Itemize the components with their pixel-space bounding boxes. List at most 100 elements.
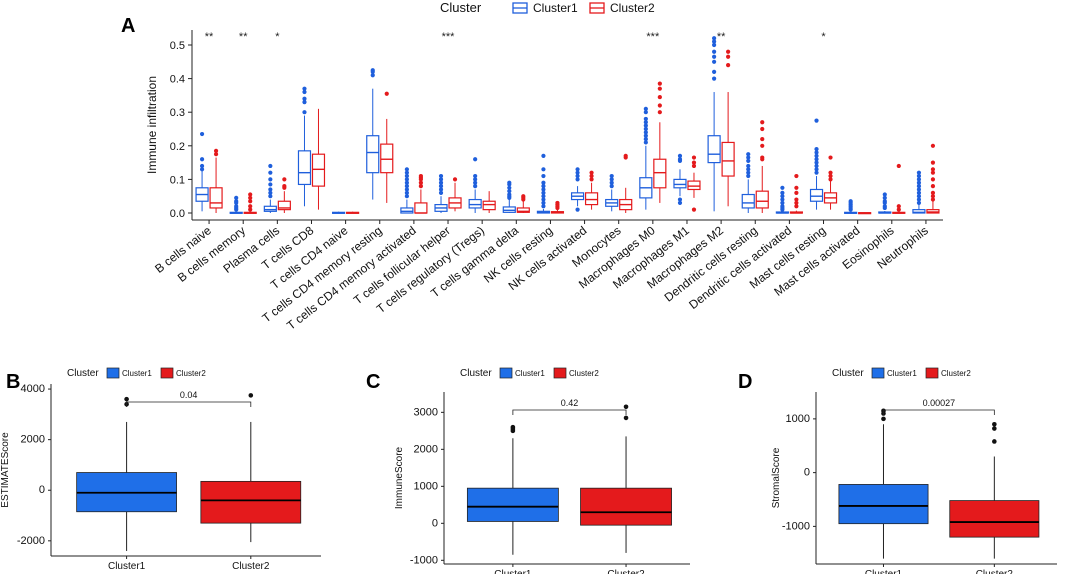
box-iqr bbox=[209, 187, 223, 209]
y-tick-label: -1000 bbox=[410, 554, 438, 566]
box-iqr bbox=[200, 480, 302, 524]
outlier-point bbox=[473, 180, 478, 185]
pvalue-label: 0.04 bbox=[180, 390, 198, 400]
outlier-point bbox=[930, 160, 936, 165]
outlier-point bbox=[473, 177, 478, 182]
outlier-point bbox=[814, 167, 819, 172]
outlier-point bbox=[828, 177, 833, 182]
outlier-point bbox=[916, 187, 922, 192]
significance-marker-plasma-cells: * bbox=[275, 31, 280, 43]
outlier-point bbox=[507, 182, 512, 187]
outlier-point bbox=[575, 173, 580, 179]
outlier-point bbox=[609, 180, 614, 185]
x-tick-label-cluster2: Cluster2 bbox=[607, 569, 645, 574]
outlier-point bbox=[248, 204, 253, 209]
outlier-point bbox=[712, 54, 717, 59]
outlier-point bbox=[384, 91, 389, 96]
box-iqr bbox=[838, 484, 929, 525]
outlier-point bbox=[589, 173, 594, 179]
outlier-point bbox=[541, 184, 546, 189]
outlier-point bbox=[438, 187, 444, 192]
y-tick-label: 0.5 bbox=[170, 40, 185, 52]
significance-marker-b-cells-naive: ** bbox=[205, 31, 214, 43]
outlier-point bbox=[234, 195, 239, 200]
box-cluster1 bbox=[838, 408, 929, 559]
outlier-point bbox=[623, 404, 629, 410]
box-cluster1-t-cells-cd4-memory-resting bbox=[366, 88, 380, 200]
outlier-point bbox=[916, 177, 922, 182]
box-iqr bbox=[400, 207, 414, 214]
outlier-point bbox=[916, 180, 922, 185]
outlier-point bbox=[575, 170, 580, 175]
box-cluster1-b-cells-naive bbox=[195, 171, 209, 212]
box-iqr bbox=[949, 500, 1040, 538]
box-cluster1-t-cells-regulatory-tregs bbox=[468, 189, 482, 213]
box-cluster1-macrophages-m1 bbox=[673, 169, 687, 197]
outlier-point bbox=[828, 155, 833, 160]
outlier-point bbox=[418, 184, 423, 189]
outlier-point bbox=[712, 42, 717, 48]
outlier-point bbox=[657, 86, 662, 91]
outlier-point bbox=[691, 163, 697, 169]
outlier-point bbox=[848, 207, 853, 212]
legend-swatch-cluster2 bbox=[553, 367, 567, 379]
legend-label-cluster1: Cluster1 bbox=[887, 369, 917, 378]
outlier-point bbox=[418, 177, 423, 182]
pvalue-label: 0.42 bbox=[561, 398, 579, 408]
outlier-point bbox=[643, 110, 648, 115]
outlier-point bbox=[302, 100, 307, 105]
outlier-point bbox=[541, 153, 546, 158]
box-cluster2 bbox=[200, 393, 302, 543]
outlier-point bbox=[916, 173, 922, 179]
x-tick-label-cluster1: Cluster1 bbox=[494, 569, 532, 574]
box-cluster2-neutrophils bbox=[926, 201, 940, 214]
box-cluster1-t-cells-cd8 bbox=[297, 115, 312, 207]
y-tick-label: 0.4 bbox=[170, 74, 185, 86]
outlier-point bbox=[677, 200, 683, 206]
outlier-point bbox=[657, 103, 662, 108]
outlier-point bbox=[541, 200, 546, 206]
outlier-point bbox=[992, 421, 997, 427]
legend-title: Cluster bbox=[832, 368, 864, 379]
legend-swatch-cluster1 bbox=[871, 367, 885, 379]
significance-marker-mast-cells-resting: * bbox=[821, 31, 826, 43]
outlier-point bbox=[302, 86, 307, 91]
x-tick-label-cluster1: Cluster1 bbox=[865, 569, 903, 574]
y-tick-label: 3000 bbox=[414, 406, 438, 418]
outlier-point bbox=[213, 152, 219, 157]
outlier-point bbox=[370, 73, 375, 78]
y-tick-label: 1000 bbox=[786, 413, 810, 425]
outlier-point bbox=[268, 163, 273, 169]
significance-marker-macrophages-m0: *** bbox=[646, 31, 660, 43]
outlier-point bbox=[726, 63, 731, 68]
outlier-point bbox=[712, 76, 717, 81]
legend-label-cluster2: Cluster2 bbox=[610, 1, 655, 15]
box-cluster2-dendritic-cells-activated bbox=[789, 210, 803, 214]
legend-label-cluster1: Cluster1 bbox=[122, 369, 152, 378]
outlier-point bbox=[541, 187, 546, 192]
outlier-point bbox=[828, 173, 833, 179]
box-iqr bbox=[707, 135, 721, 164]
outlier-point bbox=[930, 194, 936, 199]
box-cluster1-neutrophils bbox=[912, 202, 926, 214]
outlier-point bbox=[726, 54, 731, 59]
y-tick-label: 1000 bbox=[414, 480, 438, 492]
box-iqr bbox=[468, 198, 482, 209]
panel-d-stromal-score-boxplot: -1000 0 1000 StromalScore Cluster Cluster1 Clu… bbox=[771, 367, 1057, 574]
outlier-point bbox=[930, 167, 936, 172]
outlier-point bbox=[609, 173, 614, 179]
y-tick-label: 0.2 bbox=[170, 141, 185, 153]
box-cluster1-macrophages-m2 bbox=[707, 92, 721, 212]
outlier-point bbox=[712, 49, 717, 54]
box-iqr bbox=[366, 135, 380, 174]
outlier-point bbox=[930, 184, 936, 189]
outlier-point bbox=[780, 197, 785, 202]
y-axis-title: Immune infiltration bbox=[145, 76, 159, 174]
outlier-point bbox=[370, 69, 375, 74]
box-iqr bbox=[297, 150, 312, 186]
outlier-point bbox=[248, 393, 254, 398]
outlier-point bbox=[473, 157, 478, 162]
outlier-point bbox=[404, 187, 409, 192]
outlier-point bbox=[507, 195, 512, 200]
